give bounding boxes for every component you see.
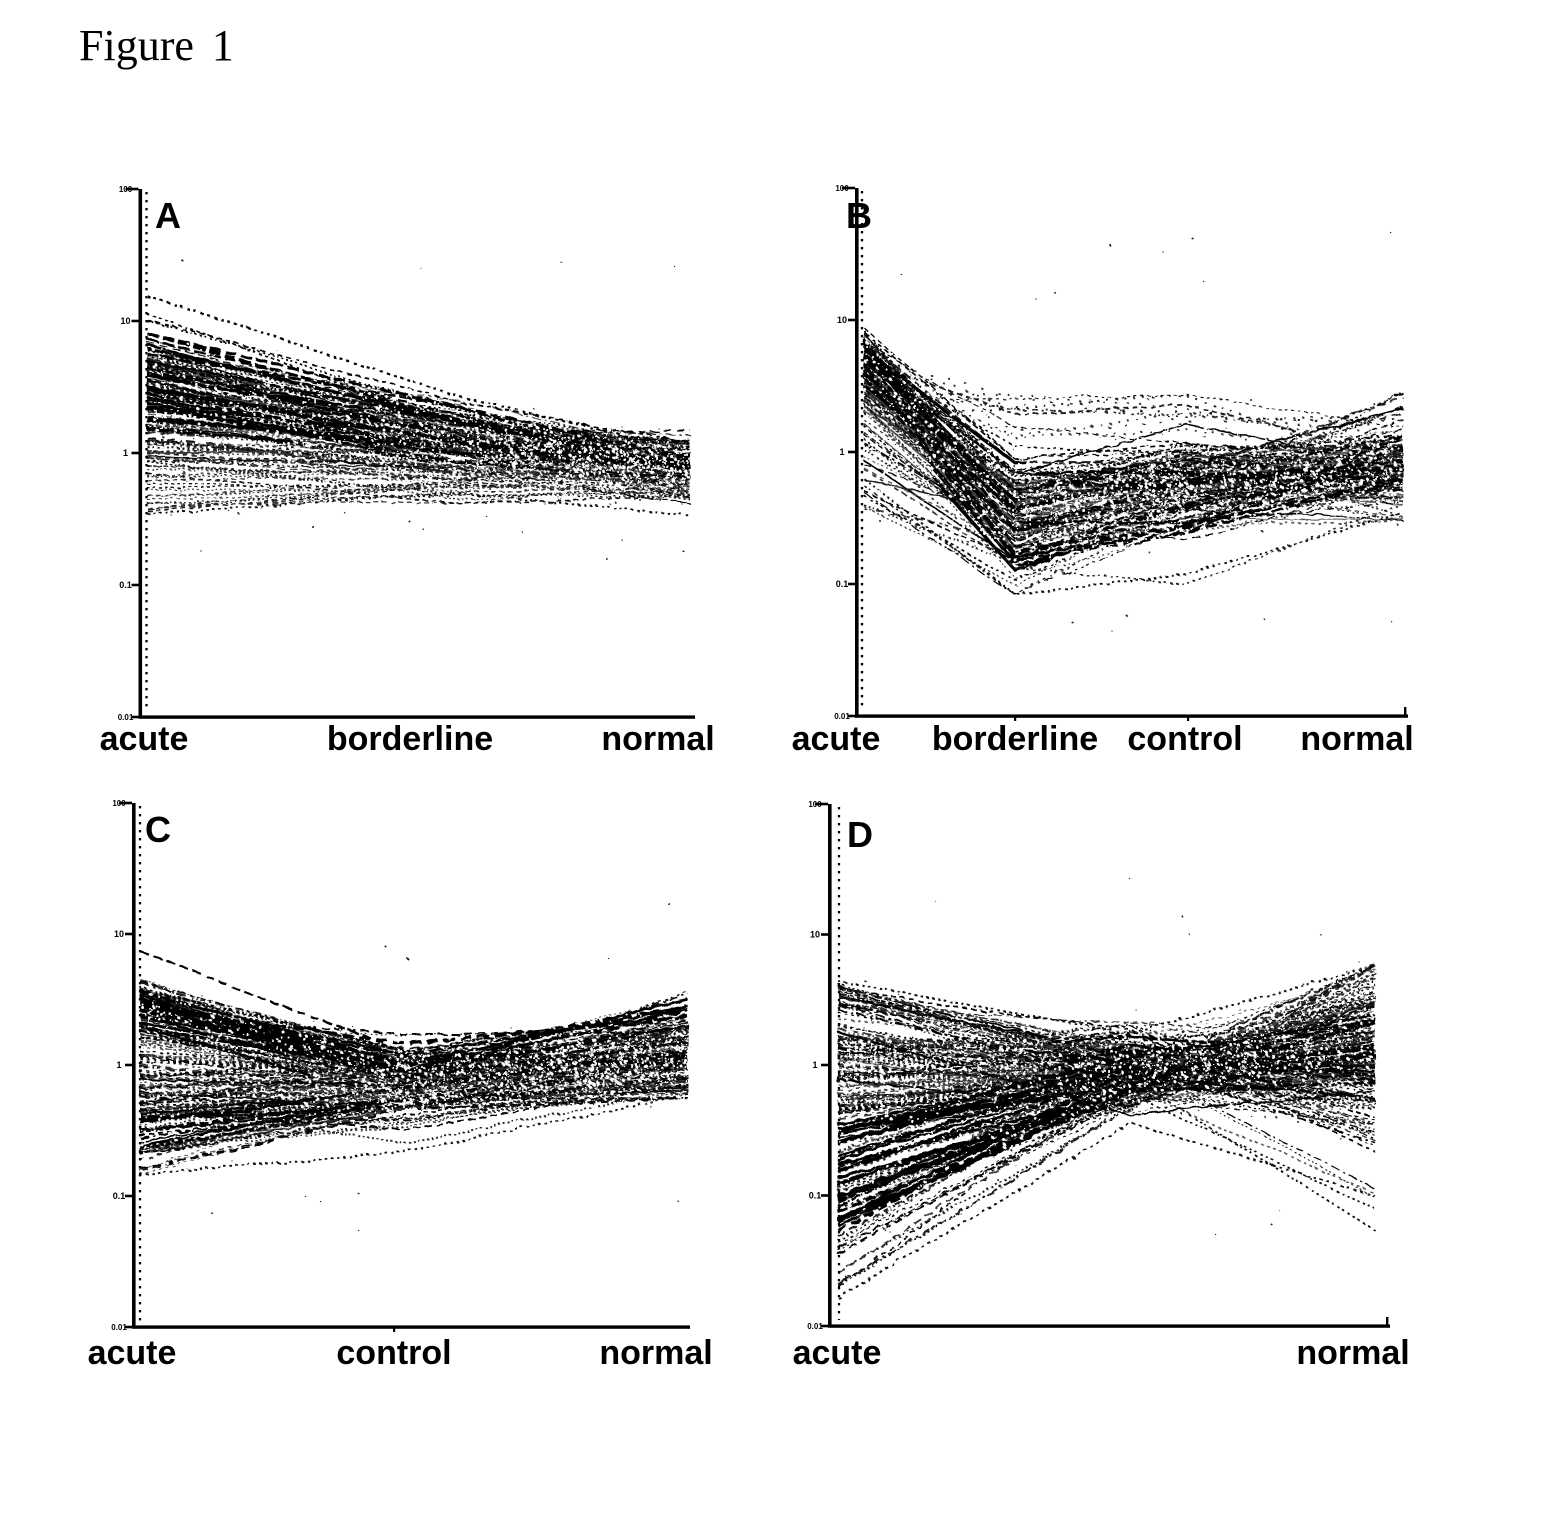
svg-text:normal: normal [1300,720,1413,758]
svg-text:0.1: 0.1 [809,1191,822,1201]
svg-text:control: control [1127,720,1242,758]
svg-text:10: 10 [114,929,124,939]
svg-text:acute: acute [88,1334,177,1372]
svg-text:0.01: 0.01 [111,1323,127,1332]
svg-text:normal: normal [1296,1334,1409,1372]
svg-text:100: 100 [808,800,822,809]
svg-text:0.1: 0.1 [119,580,132,590]
svg-text:0.01: 0.01 [834,712,850,721]
svg-text:A: A [155,195,181,236]
svg-text:acute: acute [100,720,189,758]
svg-text:D: D [847,814,873,855]
svg-text:control: control [336,1334,451,1372]
svg-text:0.1: 0.1 [836,579,849,589]
svg-text:0.01: 0.01 [118,713,134,722]
svg-text:B: B [846,195,872,236]
svg-text:C: C [145,809,171,850]
svg-text:normal: normal [599,1334,712,1372]
svg-text:borderline: borderline [932,720,1098,758]
svg-text:100: 100 [835,184,849,193]
svg-text:10: 10 [837,315,847,325]
svg-text:10: 10 [810,930,820,940]
svg-text:acute: acute [793,1334,882,1372]
svg-text:100: 100 [119,185,133,194]
svg-text:1: 1 [812,1060,817,1070]
svg-text:1: 1 [839,447,844,457]
svg-text:1: 1 [123,448,128,458]
svg-text:10: 10 [120,316,130,326]
svg-text:100: 100 [112,799,126,808]
svg-text:acute: acute [792,720,881,758]
svg-text:normal: normal [601,720,714,758]
svg-text:1: 1 [116,1060,121,1070]
svg-text:0.1: 0.1 [113,1191,126,1201]
svg-text:0.01: 0.01 [807,1322,823,1331]
svg-text:borderline: borderline [327,720,493,758]
